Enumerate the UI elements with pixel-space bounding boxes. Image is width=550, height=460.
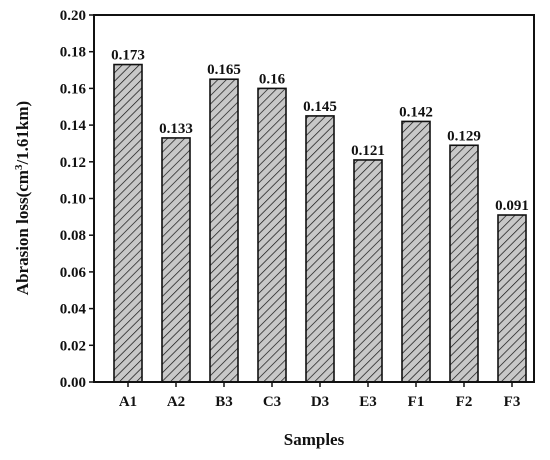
y-tick-label-0: 0.00	[60, 375, 86, 391]
data-label-a1: 0.173	[111, 48, 145, 64]
bar-f3	[497, 214, 527, 383]
x-tick-label-a1: A1	[119, 394, 137, 410]
y-tick-label-10: 0.20	[60, 8, 86, 24]
bar-a1	[113, 63, 143, 383]
y-tick-label-3: 0.06	[60, 265, 87, 281]
x-tick-label-e3: E3	[359, 394, 377, 410]
plot-frame	[93, 14, 535, 383]
x-tick-label-c3: C3	[263, 394, 281, 410]
bar-b3	[209, 78, 239, 383]
y-tick-label-5: 0.10	[60, 192, 86, 208]
bar-c3	[257, 87, 287, 383]
y-axis-title-superscript: 3	[13, 164, 25, 170]
x-axis-title: Samples	[284, 430, 345, 449]
data-label-b3: 0.165	[207, 62, 241, 78]
x-tick-label-f1: F1	[408, 394, 425, 410]
data-label-f2: 0.129	[447, 128, 481, 144]
data-label-f3: 0.091	[495, 198, 529, 214]
x-tick-label-f3: F3	[504, 394, 521, 410]
y-axis-title: Abrasion loss(cm3/1.61km)	[13, 101, 32, 295]
x-tick-label-d3: D3	[311, 394, 329, 410]
y-tick-label-7: 0.14	[60, 118, 87, 134]
data-labels-group: 0.173 0.133 0.165 0.16 0.145 0.121 0.142 0.129 0…	[111, 48, 529, 214]
y-tick-label-2: 0.04	[60, 302, 87, 318]
y-tick-label-6: 0.12	[60, 155, 86, 171]
y-axis-title-main: Abrasion loss(cm	[13, 170, 32, 295]
y-tick-label-4: 0.08	[60, 228, 86, 244]
bar-d3	[305, 115, 335, 383]
x-tick-label-b3: B3	[215, 394, 233, 410]
y-axis-title-tail: /1.61km)	[13, 101, 32, 166]
data-label-d3: 0.145	[303, 99, 337, 115]
y-axis-ticks: 0.00 0.02 0.04 0.06 0.08 0.10 0.12 0.14 0.16 0.18…	[60, 8, 94, 391]
y-tick-label-8: 0.16	[60, 81, 87, 97]
bars-group	[113, 63, 527, 383]
x-tick-label-a2: A2	[167, 394, 185, 410]
y-tick-label-9: 0.18	[60, 45, 86, 61]
bar-a2	[161, 137, 191, 383]
x-axis-ticks: A1 A2 B3 C3 D3 E3 F1 F2 F3	[119, 382, 521, 410]
data-label-f1: 0.142	[399, 104, 433, 120]
bar-e3	[353, 159, 383, 383]
x-tick-label-f2: F2	[456, 394, 473, 410]
data-label-e3: 0.121	[351, 143, 385, 159]
data-label-c3: 0.16	[259, 71, 286, 87]
bar-f2	[449, 144, 479, 383]
data-label-a2: 0.133	[159, 121, 193, 137]
y-tick-label-1: 0.02	[60, 338, 86, 354]
bar-f1	[401, 120, 431, 383]
